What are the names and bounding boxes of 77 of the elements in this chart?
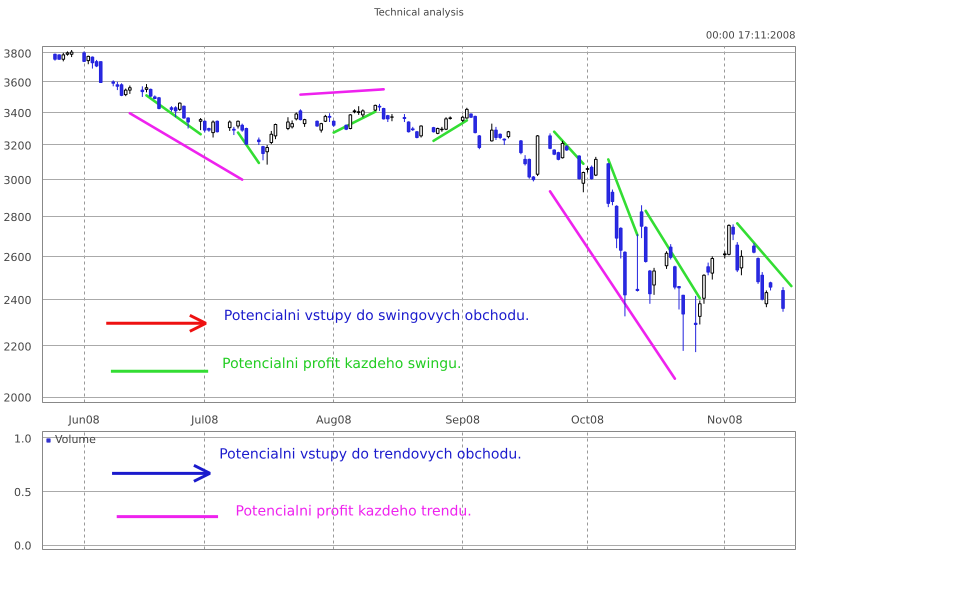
candlestick — [465, 107, 469, 120]
text: 00:00 17:11:2008 — [706, 30, 796, 42]
candlestick — [652, 267, 656, 296]
x-tick-label: Jun08 — [68, 414, 100, 426]
y-tick-label: 0.5 — [14, 486, 32, 500]
candlestick — [706, 262, 710, 276]
candlestick — [202, 120, 207, 134]
candlestick — [519, 139, 523, 155]
annotation: Potencialni vstupy do trendovych obchodu. — [219, 446, 522, 463]
candlestick — [548, 132, 552, 150]
candlestick — [182, 104, 186, 120]
annotation: Potencialni vstupy do swingovych obchodu. — [224, 308, 530, 324]
y-tick-label: 3200 — [4, 139, 32, 152]
y-tick-label: 3400 — [4, 106, 32, 120]
candlestick — [90, 56, 94, 70]
candlestick — [298, 108, 302, 121]
annotation: Potencialni profit kazdeho trendu. — [236, 504, 472, 520]
candlestick — [731, 224, 735, 241]
candlestick — [490, 123, 494, 142]
candlestick — [444, 116, 448, 131]
annotation: Potencialni profit kazdeho swingu. — [222, 356, 462, 372]
y-tick-label: 1.0 — [14, 432, 32, 446]
candlestick — [694, 295, 698, 353]
candlestick — [274, 123, 278, 140]
candlestick — [781, 286, 785, 312]
chart-title: Technical analysis — [373, 8, 464, 18]
y-tick-label: 2400 — [4, 294, 32, 307]
candlestick — [681, 294, 685, 352]
candlestick — [582, 171, 586, 193]
legend-label: Volume — [55, 433, 96, 446]
y-tick-label: 0.0 — [14, 540, 32, 553]
candlestick — [244, 127, 248, 146]
candlestick — [668, 244, 672, 260]
candlestick — [636, 234, 640, 292]
candlestick — [710, 256, 714, 280]
x-tick-label: Oct08 — [570, 414, 604, 426]
candlestick — [286, 116, 290, 131]
candlestick — [764, 290, 768, 308]
candlestick — [494, 126, 498, 140]
candlestick — [265, 144, 269, 166]
candlestick — [120, 82, 124, 97]
candlestick — [648, 269, 652, 304]
candlestick — [577, 154, 581, 180]
candlestick — [348, 114, 352, 130]
candlestick — [664, 250, 668, 270]
x-tick-label: Jul08 — [190, 414, 218, 426]
candlestick — [261, 145, 265, 161]
y-tick-label: 2600 — [4, 250, 32, 264]
y-tick-label: 2000 — [4, 392, 32, 405]
y-tick-label: 2800 — [4, 211, 32, 224]
candlestick — [640, 204, 644, 239]
candlestick — [211, 120, 215, 138]
y-tick-label: 3600 — [4, 76, 32, 90]
candlestick — [594, 156, 598, 177]
candlestick — [473, 115, 477, 134]
candlestick — [560, 140, 564, 160]
x-tick-label: Aug08 — [316, 414, 352, 426]
candlestick — [98, 60, 103, 84]
candlestick — [198, 118, 202, 131]
candlestick — [140, 86, 144, 98]
y-tick-label: 3800 — [4, 47, 32, 60]
candlestick — [527, 158, 532, 180]
candlestick — [228, 120, 232, 132]
x-tick-label: Nov08 — [707, 414, 743, 426]
candlestick — [174, 106, 178, 118]
x-tick-label: Sep08 — [445, 414, 480, 426]
candlestick — [590, 165, 594, 180]
candlestick — [478, 134, 482, 150]
candlestick — [673, 265, 677, 290]
candlestick — [419, 124, 423, 138]
candlestick — [698, 300, 702, 325]
candlestick — [702, 274, 706, 304]
candlestick — [740, 250, 744, 276]
y-tick-label: 3000 — [4, 174, 32, 188]
candlestick — [752, 242, 756, 254]
y-tick-label: 2200 — [4, 340, 32, 354]
candlestick — [157, 96, 161, 110]
